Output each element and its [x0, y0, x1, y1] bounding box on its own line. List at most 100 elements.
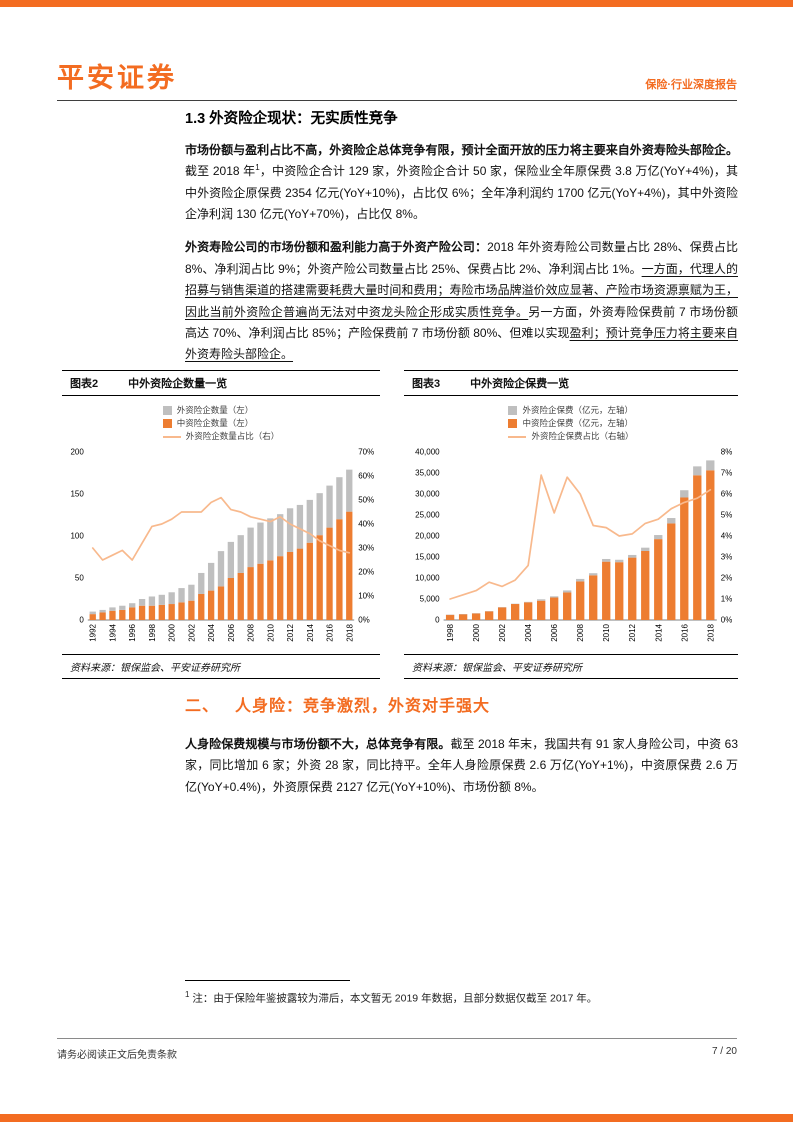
- chart-legend: 外资险企数量（左） 中资险企数量（左） 外资险企数量占比（右）: [162, 404, 280, 444]
- svg-text:50%: 50%: [358, 495, 374, 504]
- svg-text:2000: 2000: [168, 623, 177, 641]
- legend-item: 中资险企数量（左）: [162, 417, 280, 430]
- charts-row: 图表2 中外资险企数量一览 外资险企数量（左） 中资险企数量（左） 外资险企数量占比…: [62, 370, 738, 679]
- header-divider: [57, 100, 737, 101]
- svg-text:1992: 1992: [89, 623, 98, 641]
- legend-label: 外资险企保费占比（右轴）: [531, 431, 634, 442]
- chart-legend: 外资险企保费（亿元，左轴） 中资险企保费（亿元，左轴） 外资险企保费占比（右轴）: [508, 404, 634, 444]
- page-number: 7 / 20: [711, 1046, 737, 1057]
- figure-2-header: 图表2 中外资险企数量一览: [62, 370, 380, 396]
- legend-label: 中资险企保费（亿元，左轴）: [522, 418, 633, 429]
- figure-label: 图表2: [70, 378, 99, 390]
- page-header: 平安证券 保险·行业深度报告: [57, 56, 737, 95]
- svg-text:8%: 8%: [721, 447, 732, 456]
- svg-text:25,000: 25,000: [415, 510, 440, 519]
- svg-text:50: 50: [75, 573, 84, 582]
- figure-2: 图表2 中外资险企数量一览 外资险企数量（左） 中资险企数量（左） 外资险企数量占比…: [62, 370, 380, 679]
- top-accent-bar: [0, 0, 793, 7]
- figure-3-header: 图表3 中外资险企保费一览: [404, 370, 738, 396]
- section-1-3: 1.3 外资险企现状：无实质性竞争 市场份额与盈利占比不高，外资险企总体竞争有限…: [185, 107, 738, 378]
- legend-label: 中资险企数量（左）: [176, 418, 254, 429]
- legend-item: 外资险企保费占比（右轴）: [508, 430, 634, 443]
- svg-text:150: 150: [70, 489, 84, 498]
- legend-item: 中资险企保费（亿元，左轴）: [508, 417, 633, 430]
- section-title-text: 人身险：竞争激烈，外资对手强大: [235, 698, 491, 715]
- svg-text:2010: 2010: [602, 623, 611, 641]
- section-1-3-title: 1.3 外资险企现状：无实质性竞争: [185, 111, 398, 127]
- svg-text:6%: 6%: [721, 489, 732, 498]
- figure-label: 图表3: [412, 378, 441, 390]
- svg-text:2012: 2012: [628, 623, 637, 641]
- text-run: 另一方面，外资寿险保费前 7 市场份额高达 70%、净利润占比 85%；产险保费…: [185, 304, 738, 340]
- bold-thesis: 人身险保费规模与市场份额不大，总体竞争有限。: [185, 737, 451, 751]
- figure-3-body: 外资险企保费（亿元，左轴） 中资险企保费（亿元，左轴） 外资险企保费占比（右轴） 0…: [404, 396, 738, 654]
- figure-title: 中外资险企数量一览: [128, 378, 228, 390]
- text-run: 截至 2018 年: [185, 164, 256, 179]
- svg-text:2016: 2016: [326, 623, 335, 641]
- section-number: 二、: [185, 698, 220, 715]
- svg-text:0%: 0%: [358, 615, 370, 624]
- underlined-text: 盈利；预计竞争压力将主要来自外资寿险头部险企。: [185, 325, 738, 362]
- svg-text:2018: 2018: [706, 623, 715, 641]
- legend-line-swatch: [162, 435, 181, 438]
- svg-text:10%: 10%: [358, 591, 374, 600]
- svg-text:30%: 30%: [358, 543, 374, 552]
- svg-text:2018: 2018: [345, 623, 354, 641]
- svg-text:3%: 3%: [721, 552, 732, 561]
- legend-bar-swatch: [162, 419, 172, 429]
- figure-2-body: 外资险企数量（左） 中资险企数量（左） 外资险企数量占比（右） 0 50 100 150 2…: [62, 396, 380, 654]
- svg-text:1%: 1%: [721, 594, 732, 603]
- report-type-label: 保险·行业深度报告: [645, 79, 737, 91]
- text-run: 2018 年外资寿险公司数量占比 28%、保费占比 8%、净利润占比 9%；外资…: [185, 240, 738, 276]
- legend-line-swatch: [508, 435, 527, 438]
- paragraph-overview: 市场份额与盈利占比不高，外资险企总体竞争有限，预计全面开放的压力将主要来自外资寿…: [185, 140, 738, 225]
- svg-text:0%: 0%: [721, 615, 732, 624]
- svg-text:2006: 2006: [550, 623, 559, 641]
- svg-text:2014: 2014: [306, 623, 315, 641]
- svg-text:0: 0: [79, 615, 84, 624]
- figure-2-chart: 0 50 100 150 200 0% 10% 20% 30% 40% 50% 60% 70% 1992 1…: [70, 447, 374, 641]
- bold-thesis: 市场份额与盈利占比不高，外资险企总体竞争有限，预计全面开放的压力将主要来自外资寿…: [185, 143, 738, 157]
- svg-text:5,000: 5,000: [420, 594, 441, 603]
- bold-thesis: 外资寿险公司的市场份额和盈利能力高于外资产险公司：: [185, 240, 488, 255]
- legend-label: 外资险企数量（左）: [176, 405, 254, 415]
- legend-bar-swatch: [508, 419, 518, 429]
- svg-text:100: 100: [70, 531, 84, 540]
- svg-text:2004: 2004: [524, 623, 533, 641]
- bottom-accent-bar: [0, 1114, 793, 1122]
- brand-logo: 平安证券: [57, 63, 177, 93]
- svg-text:2008: 2008: [247, 623, 256, 641]
- svg-text:20,000: 20,000: [415, 531, 440, 540]
- svg-text:15,000: 15,000: [415, 552, 440, 561]
- legend-item: 外资险企数量（左）: [162, 404, 280, 417]
- svg-text:70%: 70%: [358, 447, 374, 456]
- svg-text:2016: 2016: [680, 623, 689, 641]
- svg-text:30,000: 30,000: [415, 489, 440, 498]
- figure-3: 图表3 中外资险企保费一览 外资险企保费（亿元，左轴） 中资险企保费（亿元，左轴）…: [404, 370, 738, 679]
- footnote-ref-1: 1: [255, 163, 260, 173]
- disclaimer-text: 请务必阅读正文后免责条款: [57, 1050, 177, 1061]
- footnote-body: 注：由于保险年鉴披露较为滞后，本文暂无 2019 年数据，且部分数据仅截至 20…: [192, 992, 598, 1005]
- legend-bar-swatch: [162, 406, 172, 416]
- svg-text:40,000: 40,000: [415, 447, 440, 456]
- svg-text:2012: 2012: [286, 623, 295, 641]
- svg-text:2008: 2008: [576, 623, 585, 641]
- figure-3-chart: 0 5,000 10,000 15,000 20,000 25,000 30,000 35,0…: [415, 447, 732, 641]
- svg-text:2006: 2006: [227, 623, 236, 641]
- svg-text:20%: 20%: [358, 567, 374, 576]
- text-run: ，中资险企合计 129 家，外资险企合计 50 家，保险业全年原保费 3.8 万…: [185, 164, 738, 222]
- section-2-title: 二、 人身险：竞争激烈，外资对手强大: [185, 692, 738, 716]
- svg-text:2%: 2%: [721, 573, 732, 582]
- legend-bar-swatch: [508, 406, 518, 416]
- svg-text:40%: 40%: [358, 519, 374, 528]
- legend-label: 外资险企保费（亿元，左轴）: [522, 405, 633, 415]
- svg-text:2004: 2004: [207, 623, 216, 641]
- footnote-block: 1 注：由于保险年鉴披露较为滞后，本文暂无 2019 年数据，且部分数据仅截至 …: [185, 980, 738, 1006]
- svg-text:1994: 1994: [108, 623, 117, 641]
- svg-text:2014: 2014: [654, 623, 663, 641]
- paragraph-life-insurance: 人身险保费规模与市场份额不大，总体竞争有限。截至 2018 年末，我国共有 91…: [185, 734, 738, 798]
- svg-text:60%: 60%: [358, 471, 374, 480]
- svg-text:0: 0: [435, 615, 440, 624]
- svg-text:2000: 2000: [472, 623, 481, 641]
- svg-text:35,000: 35,000: [415, 468, 440, 477]
